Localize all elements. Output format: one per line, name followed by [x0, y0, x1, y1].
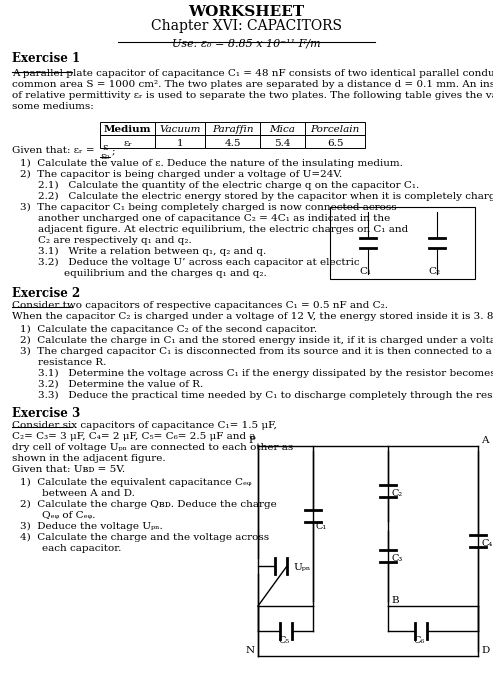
Bar	[100, 122, 155, 135]
Text: 4.5: 4.5	[224, 139, 241, 148]
Text: shown in the adjacent figure.: shown in the adjacent figure.	[12, 454, 166, 463]
Text: ε: ε	[103, 143, 107, 152]
Text: A: A	[481, 436, 489, 445]
Text: 3.2)   Determine the value of R.: 3.2) Determine the value of R.	[38, 380, 203, 389]
Text: C₂: C₂	[391, 489, 402, 498]
Text: another uncharged one of capacitance C₂ = 4C₁ as indicated in the: another uncharged one of capacitance C₂ …	[38, 214, 390, 223]
Text: adjacent figure. At electric equilibrium, the electric charges on C₁ and: adjacent figure. At electric equilibrium…	[38, 225, 408, 234]
Text: A parallel plate capacitor of capacitance C₁ = 48 nF consists of two identical p: A parallel plate capacitor of capacitanc…	[12, 69, 493, 78]
Text: Medium: Medium	[104, 125, 151, 134]
Text: Chapter XVI: CAPACITORS: Chapter XVI: CAPACITORS	[151, 19, 342, 33]
Text: 3)  Deduce the voltage Uₚₙ.: 3) Deduce the voltage Uₚₙ.	[20, 522, 163, 531]
Text: Paraffin: Paraffin	[212, 125, 253, 134]
Text: 2)  The capacitor is being charged under a voltage of U=24V.: 2) The capacitor is being charged under …	[20, 170, 342, 179]
Bar	[330, 207, 475, 279]
Text: 2.1)   Calculate the quantity of the electric charge q on the capacitor C₁.: 2.1) Calculate the quantity of the elect…	[38, 181, 419, 190]
Text: C₁: C₁	[359, 267, 371, 276]
Text: Porcelain: Porcelain	[311, 125, 359, 134]
Bar	[205, 135, 260, 148]
Text: C₁: C₁	[315, 522, 326, 531]
Text: εᵣ: εᵣ	[123, 139, 132, 148]
Text: C₂: C₂	[428, 267, 440, 276]
Bar	[155, 135, 205, 148]
Text: dry cell of voltage Uₚₙ are connected to each other as: dry cell of voltage Uₚₙ are connected to…	[12, 443, 293, 452]
Text: C₃: C₃	[391, 554, 402, 563]
Text: of relative permittivity εᵣ is used to separate the two plates. The following ta: of relative permittivity εᵣ is used to s…	[12, 91, 493, 100]
Text: resistance R.: resistance R.	[38, 358, 106, 367]
Text: some mediums:: some mediums:	[12, 102, 94, 111]
Text: Uₚₙ: Uₚₙ	[293, 563, 310, 572]
Text: 3.1)   Write a relation between q₁, q₂ and q.: 3.1) Write a relation between q₁, q₂ and…	[38, 247, 266, 256]
Text: 6.5: 6.5	[327, 139, 343, 148]
Text: WORKSHEET: WORKSHEET	[188, 5, 305, 19]
Text: C₄: C₄	[481, 539, 492, 548]
Text: 1)  Calculate the capacitance C₂ of the second capacitor.: 1) Calculate the capacitance C₂ of the s…	[20, 325, 317, 334]
Text: 3)  The capacitor C₁ being completely charged is now connected across: 3) The capacitor C₁ being completely cha…	[20, 203, 397, 212]
Text: Vacuum: Vacuum	[159, 125, 201, 134]
Text: Consider two capacitors of respective capacitances C₁ = 0.5 nF and C₂.: Consider two capacitors of respective ca…	[12, 301, 388, 310]
Text: P: P	[248, 436, 255, 445]
Text: D: D	[481, 646, 489, 655]
Text: ε₀: ε₀	[100, 152, 109, 161]
Text: 5.4: 5.4	[274, 139, 291, 148]
Text: When the capacitor C₂ is charged under a voltage of 12 V, the energy stored insi: When the capacitor C₂ is charged under a…	[12, 312, 493, 321]
Text: equilibrium and the charges q₁ and q₂.: equilibrium and the charges q₁ and q₂.	[38, 269, 267, 278]
Text: between A and D.: between A and D.	[42, 489, 135, 498]
Text: Exercise 2: Exercise 2	[12, 287, 80, 300]
Text: each capacitor.: each capacitor.	[42, 544, 121, 553]
Bar	[100, 135, 155, 148]
Text: 1: 1	[176, 139, 183, 148]
Text: 2)  Calculate the charge in C₁ and the stored energy inside it, if it is charged: 2) Calculate the charge in C₁ and the st…	[20, 336, 493, 345]
Text: C₂= C₃= 3 μF, C₄= 2 μF, C₅= C₆= 2.5 μF and a: C₂= C₃= 3 μF, C₄= 2 μF, C₅= C₆= 2.5 μF a…	[12, 432, 255, 441]
Bar	[155, 122, 205, 135]
Text: B: B	[391, 596, 399, 605]
Text: Mica: Mica	[270, 125, 295, 134]
Text: 2.2)   Calculate the electric energy stored by the capacitor when it is complete: 2.2) Calculate the electric energy store…	[38, 192, 493, 201]
Text: 3.1)   Determine the voltage across C₁ if the energy dissipated by the resistor : 3.1) Determine the voltage across C₁ if …	[38, 369, 493, 378]
Text: ;: ;	[112, 146, 115, 155]
Text: Consider six capacitors of capacitance C₁= 1.5 μF,: Consider six capacitors of capacitance C…	[12, 421, 277, 430]
Text: C₅: C₅	[279, 636, 289, 645]
Text: N: N	[246, 646, 255, 655]
Text: Given that: εᵣ =: Given that: εᵣ =	[12, 146, 98, 155]
Text: Exercise 3: Exercise 3	[12, 407, 80, 420]
Text: 3)  The charged capacitor C₁ is disconnected from its source and it is then conn: 3) The charged capacitor C₁ is disconnec…	[20, 347, 493, 356]
Text: Exercise 1: Exercise 1	[12, 52, 80, 65]
Bar	[260, 122, 305, 135]
Bar	[260, 135, 305, 148]
Text: 1)  Calculate the equivalent capacitance Cₑᵩ: 1) Calculate the equivalent capacitance …	[20, 478, 251, 487]
Text: Use: ε₀ = 8.85 x 10⁻¹¹ F/m: Use: ε₀ = 8.85 x 10⁻¹¹ F/m	[172, 39, 321, 49]
Text: 3.3)   Deduce the practical time needed by C₁ to discharge completely through th: 3.3) Deduce the practical time needed by…	[38, 391, 493, 400]
Text: Given that: Uʙᴅ = 5V.: Given that: Uʙᴅ = 5V.	[12, 465, 125, 474]
Text: 2)  Calculate the charge Qʙᴅ. Deduce the charge: 2) Calculate the charge Qʙᴅ. Deduce the …	[20, 500, 277, 509]
Bar	[205, 122, 260, 135]
Text: 3.2)   Deduce the voltage U’ across each capacitor at electric: 3.2) Deduce the voltage U’ across each c…	[38, 258, 359, 267]
Text: common area S = 1000 cm². The two plates are separated by a distance d = 0.1 mm.: common area S = 1000 cm². The two plates…	[12, 80, 493, 89]
Text: Qₑᵩ of Cₑᵩ.: Qₑᵩ of Cₑᵩ.	[42, 511, 95, 520]
Text: C₂ are respectively q₁ and q₂.: C₂ are respectively q₁ and q₂.	[38, 236, 192, 245]
Text: 1)  Calculate the value of ε. Deduce the nature of the insulating medium.: 1) Calculate the value of ε. Deduce the …	[20, 159, 403, 168]
Bar	[305, 122, 365, 135]
Text: C₆: C₆	[413, 636, 424, 645]
Text: 4)  Calculate the charge and the voltage across: 4) Calculate the charge and the voltage …	[20, 533, 269, 542]
Bar	[305, 135, 365, 148]
